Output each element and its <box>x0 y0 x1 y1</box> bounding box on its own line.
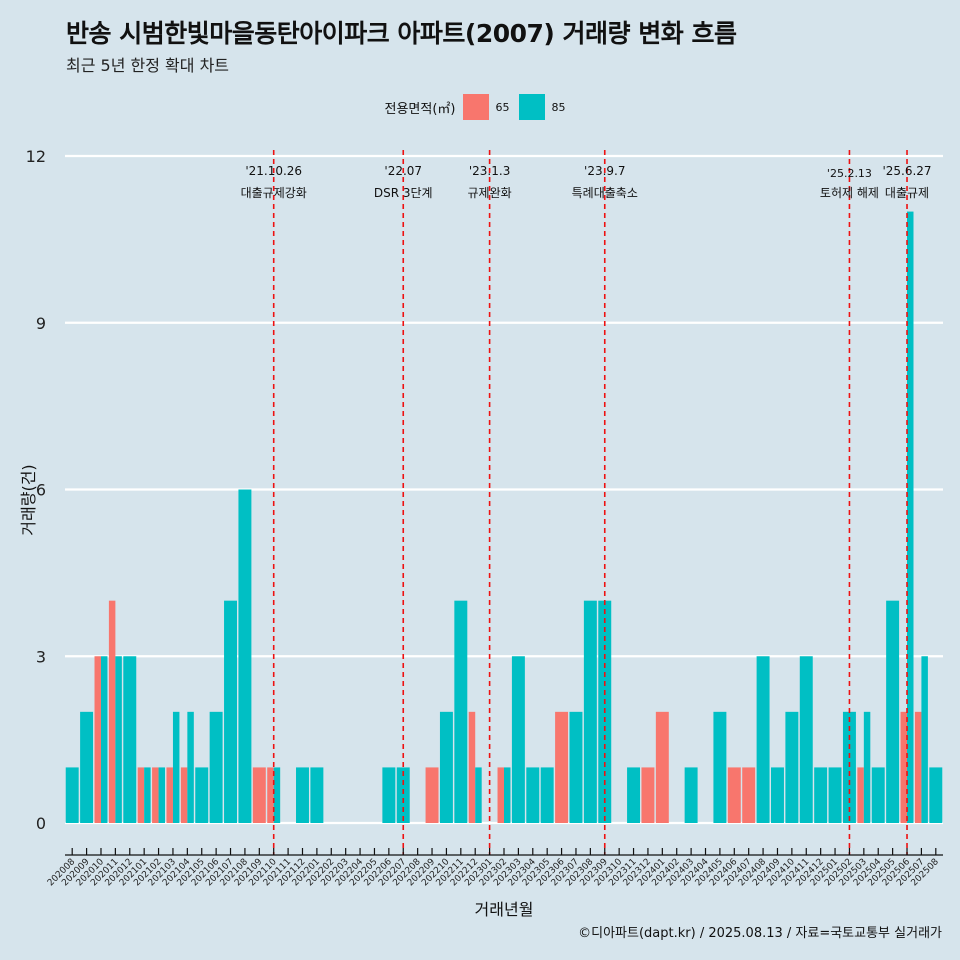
bar-85 <box>929 767 943 823</box>
event-date-label: '25.6.27 <box>882 164 931 178</box>
bar-85 <box>540 767 554 823</box>
bar-85 <box>842 711 856 823</box>
bar-85 <box>172 711 180 823</box>
bar-85 <box>886 600 900 823</box>
chart-subtitle: 최근 5년 한정 확대 차트 <box>66 56 230 75</box>
bar-85 <box>756 656 770 823</box>
y-tick-label: 0 <box>36 814 46 833</box>
bar-85 <box>209 711 223 823</box>
event-date-label: '25.2.13 <box>827 167 872 180</box>
bar-85 <box>713 711 727 823</box>
bar-65 <box>180 767 188 823</box>
bar-65 <box>267 767 274 823</box>
bar-85 <box>224 600 238 823</box>
bar-85 <box>439 711 453 823</box>
bar-85 <box>144 767 151 823</box>
bar-85 <box>396 767 410 823</box>
legend-title: 전용면적(㎡) <box>384 101 456 117</box>
bar-85 <box>921 656 928 823</box>
bar-85 <box>123 656 137 823</box>
event-lines: '21.10.26 대출규제강화 '22.07 DSR 3단계 '23.1.3 규제완화 '… <box>241 150 932 855</box>
bar-85 <box>511 656 525 823</box>
bar-65 <box>914 711 922 823</box>
bar-65 <box>425 767 439 823</box>
bar-85 <box>785 711 799 823</box>
chart-title: 반송 시범한빛마을동탄아이파크 아파트(2007) 거래량 변화 흐름 <box>66 19 737 48</box>
bar-85 <box>526 767 540 823</box>
bar-85 <box>828 767 842 823</box>
bar-65 <box>655 711 669 823</box>
bar-85 <box>187 711 194 823</box>
x-axis-title: 거래년월 <box>475 900 534 919</box>
bar-65 <box>94 656 101 823</box>
bar-85 <box>158 767 166 823</box>
event-date-label: '22.07 <box>384 164 422 178</box>
bar-65 <box>727 767 741 823</box>
event-name-label: 대출규제 <box>885 186 929 200</box>
event-name-label: 규제완화 <box>468 186 512 200</box>
bar-65 <box>857 767 864 823</box>
bar-65 <box>108 600 116 823</box>
y-axis-title: 거래량(건) <box>19 464 38 535</box>
y-tick-label: 6 <box>36 481 46 500</box>
bar-85 <box>907 211 914 824</box>
event-date-label: '21.10.26 <box>245 164 302 178</box>
bar-65 <box>166 767 173 823</box>
bars <box>65 211 943 824</box>
bar-85 <box>382 767 396 823</box>
legend-swatch-65 <box>463 94 490 120</box>
bar-85 <box>65 767 79 823</box>
event-date-label: '23.9.7 <box>584 164 625 178</box>
legend: 전용면적(㎡) 65 85 <box>0 94 960 120</box>
bar-85 <box>583 600 597 823</box>
event-name-label: DSR 3단계 <box>374 186 433 200</box>
bar-85 <box>871 767 885 823</box>
bar-85 <box>310 767 324 823</box>
bar-65 <box>152 767 159 823</box>
event-name-label: 특례대출축소 <box>572 186 638 200</box>
bar-85 <box>273 767 281 823</box>
event-name-label: 대출규제강화 <box>241 186 307 200</box>
bar-65 <box>497 767 504 823</box>
bar-65 <box>742 767 756 823</box>
bar-85 <box>100 656 108 823</box>
bar-85 <box>454 600 468 823</box>
bar-85 <box>684 767 698 823</box>
bar-65 <box>252 767 266 823</box>
bar-85 <box>814 767 828 823</box>
legend-label-85: 85 <box>551 100 566 114</box>
bar-85 <box>770 767 784 823</box>
event-date-label: '23.1.3 <box>469 164 510 178</box>
bar-85 <box>799 656 813 823</box>
bar-65 <box>555 711 569 823</box>
y-tick-label: 9 <box>36 314 46 333</box>
bar-85 <box>115 656 122 823</box>
bar-65 <box>641 767 655 823</box>
bar-85 <box>238 489 252 823</box>
source-caption: ©디아파트(dapt.kr) / 2025.08.13 / 자료=국토교통부 실… <box>578 926 942 941</box>
bar-85 <box>195 767 209 823</box>
legend-swatch-85 <box>519 94 546 120</box>
bar-85 <box>296 767 309 823</box>
y-tick-label: 12 <box>26 147 46 166</box>
bar-85 <box>569 711 583 823</box>
bar-85 <box>475 767 482 823</box>
bar-85 <box>80 711 94 823</box>
bar-85 <box>627 767 641 823</box>
bar-65 <box>468 711 476 823</box>
bar-85 <box>504 767 511 823</box>
bar-85 <box>863 711 871 823</box>
legend-label-65: 65 <box>495 100 510 114</box>
y-tick-label: 3 <box>36 647 46 666</box>
bar-65 <box>900 711 908 823</box>
bar-65 <box>137 767 145 823</box>
event-name-label: 토허제 해제 <box>820 186 879 200</box>
